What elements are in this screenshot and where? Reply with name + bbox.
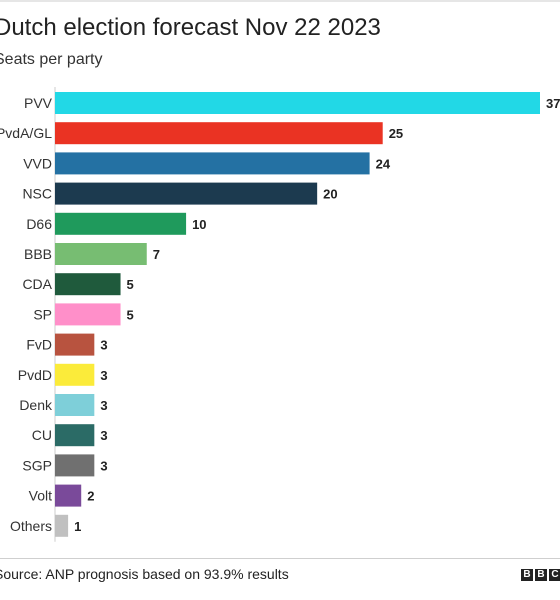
top-rule bbox=[0, 0, 560, 2]
data-label: 3 bbox=[100, 428, 107, 443]
bar bbox=[55, 122, 383, 145]
data-label: 37 bbox=[546, 96, 560, 111]
bar bbox=[55, 182, 318, 205]
bar bbox=[55, 152, 370, 175]
category-label: D66 bbox=[26, 216, 52, 232]
data-label: 3 bbox=[100, 398, 107, 413]
bar bbox=[55, 394, 95, 416]
source-note: Source: ANP prognosis based on 93.9% res… bbox=[0, 566, 289, 582]
category-label: PvdD bbox=[18, 367, 52, 383]
bbc-logo: B B C bbox=[521, 569, 560, 581]
category-label: CDA bbox=[22, 276, 52, 292]
data-label: 1 bbox=[74, 519, 81, 534]
bar bbox=[55, 303, 121, 326]
bar bbox=[55, 454, 95, 477]
bar-chart: PVV 37 PvdA/GL 25 VVD 24 NSC 20 D66 10 BBB 7 CDA 5 SP 5… bbox=[0, 87, 560, 542]
category-label: SGP bbox=[22, 457, 52, 473]
chart-title: Dutch election forecast Nov 22 2023 bbox=[0, 14, 381, 41]
data-label: 2 bbox=[87, 489, 94, 504]
category-label: VVD bbox=[23, 155, 52, 171]
data-label: 24 bbox=[376, 156, 391, 171]
category-label: Others bbox=[10, 518, 52, 534]
bbc-logo-letter: B bbox=[535, 569, 547, 581]
bbc-logo-letter: B bbox=[521, 569, 533, 581]
category-label: BBB bbox=[24, 246, 52, 262]
bbc-logo-letter: C bbox=[549, 569, 560, 581]
bar bbox=[55, 92, 540, 114]
category-label: NSC bbox=[22, 186, 52, 202]
footer-rule bbox=[0, 558, 560, 559]
category-label: PvdA/GL bbox=[0, 125, 52, 141]
data-label: 5 bbox=[127, 307, 134, 322]
chart-subtitle: Seats per party bbox=[0, 51, 103, 68]
data-label: 20 bbox=[323, 187, 337, 202]
data-label: 10 bbox=[192, 217, 206, 232]
data-label: 5 bbox=[127, 277, 134, 292]
data-label: 7 bbox=[153, 247, 160, 262]
bar bbox=[55, 212, 187, 235]
category-label: Denk bbox=[19, 397, 53, 413]
data-label: 3 bbox=[100, 338, 107, 353]
category-label: Volt bbox=[29, 488, 52, 504]
bar bbox=[55, 273, 121, 296]
data-label: 3 bbox=[100, 368, 107, 383]
bar bbox=[55, 333, 95, 356]
data-label: 3 bbox=[100, 458, 107, 473]
category-label: FvD bbox=[26, 337, 52, 353]
category-label: PVV bbox=[24, 95, 53, 111]
bar bbox=[55, 243, 147, 265]
bar bbox=[55, 484, 82, 507]
bar bbox=[55, 363, 95, 386]
category-label: SP bbox=[33, 306, 52, 322]
category-label: CU bbox=[32, 427, 52, 443]
data-label: 25 bbox=[389, 126, 403, 141]
bar bbox=[55, 424, 95, 447]
bar bbox=[55, 514, 69, 537]
